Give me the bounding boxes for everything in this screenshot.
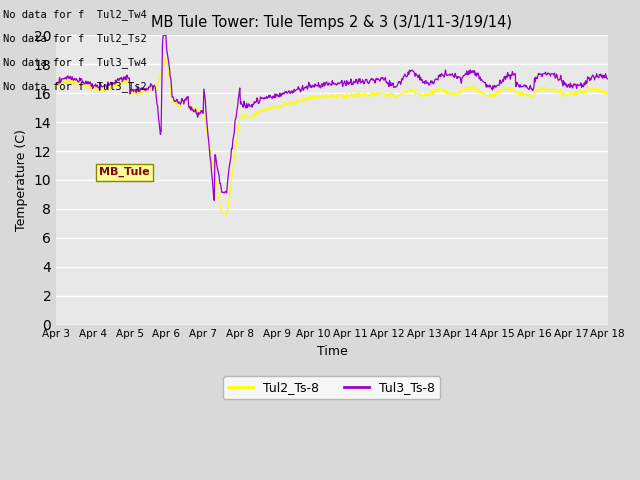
Title: MB Tule Tower: Tule Temps 2 & 3 (3/1/11-3/19/14): MB Tule Tower: Tule Temps 2 & 3 (3/1/11-…: [152, 15, 513, 30]
Text: No data for f  Tul2_Tw4: No data for f Tul2_Tw4: [3, 9, 147, 20]
Text: MB_Tule: MB_Tule: [99, 167, 150, 178]
Tul3_Ts-8: [374, 76, 381, 82]
Tul2_Ts-8: [472, 86, 480, 92]
Tul3_Ts-8: [405, 72, 413, 77]
Tul3_Ts-8: [52, 81, 60, 86]
Tul2_Ts-8: [405, 88, 413, 94]
Tul2_Ts-8: [388, 92, 396, 97]
Text: No data for f  Tul3_Ts2: No data for f Tul3_Ts2: [3, 81, 147, 92]
Tul2_Ts-8: [604, 90, 612, 96]
Tul3_Ts-8: [388, 82, 396, 87]
Tul3_Ts-8: [529, 88, 536, 94]
Tul3_Ts-8: [472, 70, 480, 76]
Line: Tul2_Ts-8: Tul2_Ts-8: [56, 58, 608, 215]
Tul3_Ts-8: [604, 76, 612, 82]
Legend: Tul2_Ts-8, Tul3_Ts-8: Tul2_Ts-8, Tul3_Ts-8: [223, 376, 440, 399]
X-axis label: Time: Time: [317, 345, 348, 358]
Tul2_Ts-8: [223, 212, 230, 217]
Tul2_Ts-8: [52, 84, 60, 90]
Tul2_Ts-8: [374, 90, 381, 96]
Tul3_Ts-8: [86, 79, 94, 84]
Tul2_Ts-8: [163, 55, 170, 61]
Tul3_Ts-8: [159, 33, 167, 38]
Text: No data for f  Tul3_Tw4: No data for f Tul3_Tw4: [3, 57, 147, 68]
Tul2_Ts-8: [529, 95, 536, 100]
Line: Tul3_Ts-8: Tul3_Ts-8: [56, 36, 608, 200]
Y-axis label: Temperature (C): Temperature (C): [15, 129, 28, 231]
Tul3_Ts-8: [211, 197, 218, 203]
Tul2_Ts-8: [86, 83, 94, 88]
Text: No data for f  Tul2_Ts2: No data for f Tul2_Ts2: [3, 33, 147, 44]
